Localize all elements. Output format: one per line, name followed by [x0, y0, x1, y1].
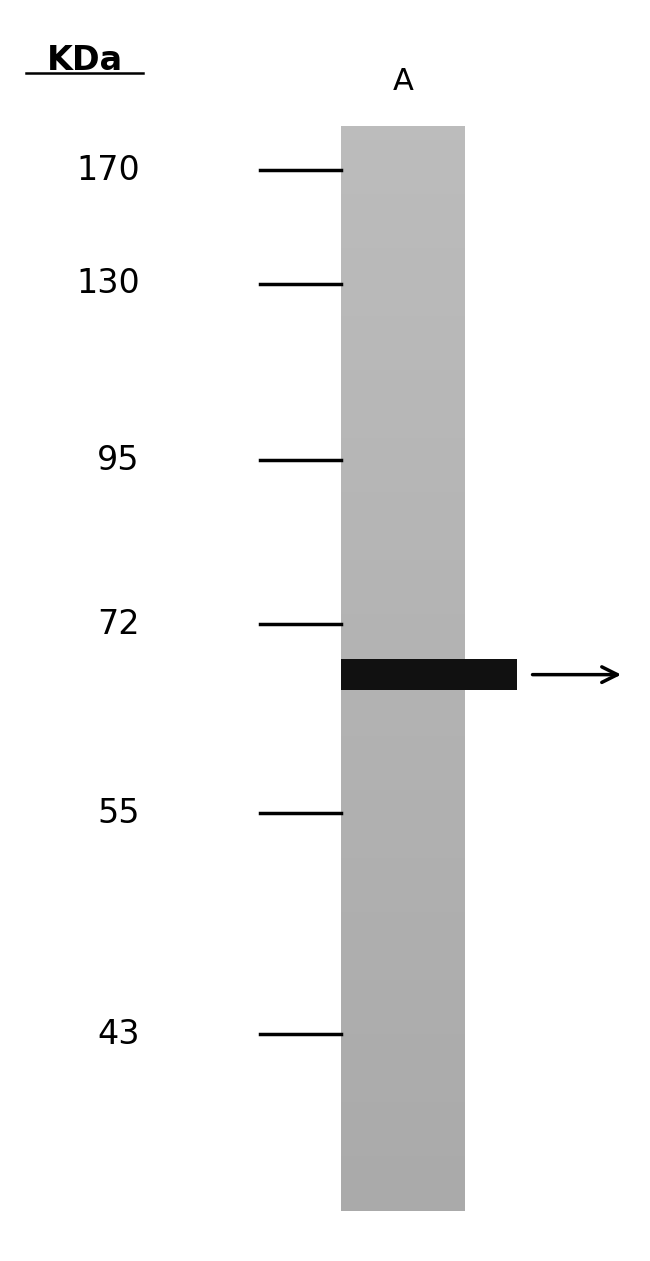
- Bar: [341, 1130, 465, 1142]
- Bar: [341, 628, 465, 642]
- Bar: [341, 303, 465, 315]
- Bar: [341, 641, 465, 654]
- Bar: [341, 194, 465, 208]
- Bar: [341, 912, 465, 926]
- Bar: [341, 1102, 465, 1116]
- Text: A: A: [393, 68, 413, 96]
- Bar: [341, 885, 465, 899]
- Bar: [341, 1048, 465, 1062]
- Bar: [341, 1008, 465, 1021]
- Bar: [341, 208, 465, 221]
- Bar: [341, 805, 465, 817]
- Bar: [341, 235, 465, 248]
- Text: KDa: KDa: [46, 44, 123, 77]
- Bar: [341, 658, 517, 691]
- Bar: [341, 857, 465, 871]
- Bar: [341, 777, 465, 791]
- Bar: [341, 289, 465, 303]
- Bar: [341, 845, 465, 857]
- Bar: [341, 560, 465, 574]
- Bar: [341, 574, 465, 588]
- Bar: [341, 668, 465, 682]
- Bar: [341, 654, 465, 668]
- Bar: [341, 1116, 465, 1129]
- Bar: [341, 357, 465, 371]
- Bar: [341, 479, 465, 492]
- Bar: [341, 736, 465, 749]
- Text: 95: 95: [98, 444, 140, 477]
- Bar: [341, 1062, 465, 1074]
- Bar: [341, 166, 465, 180]
- Bar: [341, 709, 465, 723]
- Bar: [341, 1156, 465, 1170]
- Bar: [341, 248, 465, 262]
- Text: 72: 72: [97, 608, 140, 641]
- Bar: [341, 926, 465, 939]
- Text: 170: 170: [76, 154, 140, 187]
- Bar: [341, 371, 465, 383]
- Bar: [341, 791, 465, 805]
- Bar: [341, 966, 465, 980]
- Bar: [341, 682, 465, 696]
- Bar: [341, 1034, 465, 1048]
- Bar: [341, 315, 465, 329]
- Bar: [341, 871, 465, 885]
- Bar: [341, 939, 465, 953]
- Bar: [341, 438, 465, 451]
- Bar: [341, 126, 465, 140]
- Bar: [341, 1183, 465, 1197]
- Text: 130: 130: [76, 267, 140, 300]
- Bar: [341, 411, 465, 424]
- Bar: [341, 329, 465, 343]
- Bar: [341, 980, 465, 994]
- Bar: [341, 275, 465, 289]
- Bar: [341, 343, 465, 357]
- Bar: [341, 506, 465, 520]
- Bar: [341, 140, 465, 153]
- Bar: [341, 383, 465, 397]
- Bar: [341, 994, 465, 1008]
- Bar: [341, 1170, 465, 1183]
- Bar: [341, 763, 465, 777]
- Bar: [341, 451, 465, 465]
- Bar: [341, 424, 465, 438]
- Bar: [341, 899, 465, 913]
- Bar: [341, 532, 465, 546]
- Bar: [341, 588, 465, 600]
- Bar: [341, 221, 465, 235]
- Bar: [341, 262, 465, 275]
- Text: 55: 55: [98, 797, 140, 830]
- Bar: [341, 696, 465, 709]
- Bar: [341, 520, 465, 532]
- Bar: [341, 831, 465, 845]
- Bar: [341, 153, 465, 166]
- Bar: [341, 1142, 465, 1156]
- Text: 43: 43: [98, 1018, 140, 1050]
- Bar: [341, 492, 465, 506]
- Bar: [341, 749, 465, 763]
- Bar: [341, 397, 465, 411]
- Bar: [341, 723, 465, 736]
- Bar: [341, 953, 465, 966]
- Bar: [341, 1074, 465, 1088]
- Bar: [341, 465, 465, 479]
- Bar: [341, 614, 465, 628]
- Bar: [341, 1020, 465, 1034]
- Bar: [341, 1088, 465, 1102]
- Bar: [341, 180, 465, 194]
- Bar: [341, 817, 465, 831]
- Bar: [341, 546, 465, 560]
- Bar: [341, 600, 465, 614]
- Bar: [341, 1197, 465, 1211]
